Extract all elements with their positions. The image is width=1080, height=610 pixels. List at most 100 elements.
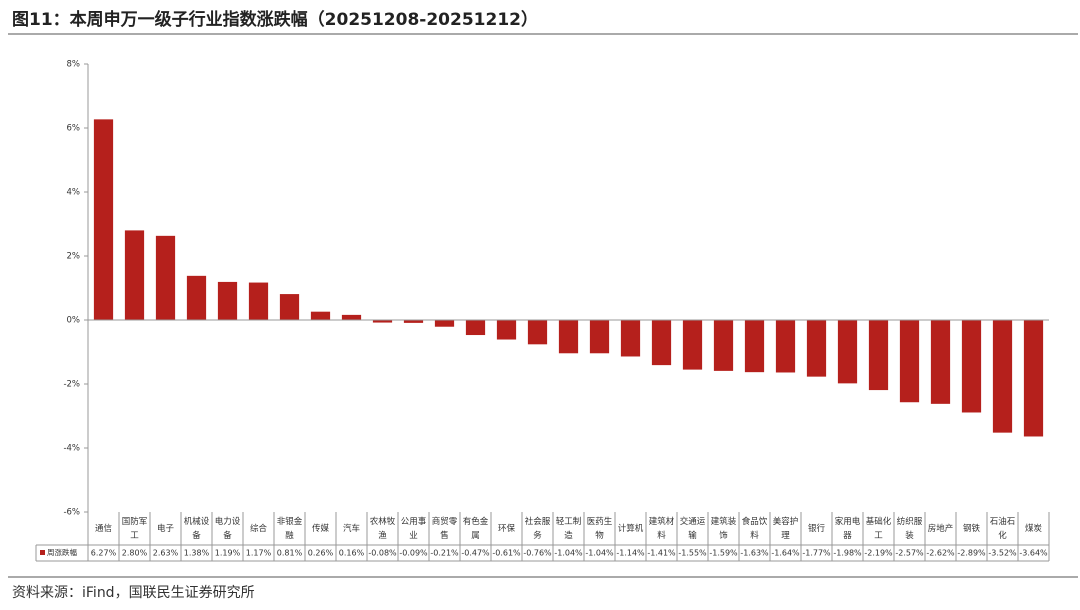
chart-title: 图11：本周申万一级子行业指数涨跌幅（20251208-20251212） [12,9,538,30]
bar [186,275,207,320]
value-label: 1.19% [215,549,241,558]
x-tick-label: 煤炭 [1025,523,1043,534]
value-label: 0.26% [308,549,334,558]
bar [217,281,238,320]
y-tick-label: 0% [67,316,81,326]
x-tick-label: 汽车 [343,523,360,534]
value-label: -2.89% [957,549,986,558]
value-label: -1.63% [740,549,769,558]
x-tick-label: 商贸零售 [432,516,458,541]
bar [248,282,269,320]
y-tick-label: -2% [63,380,80,390]
value-label: 0.16% [339,549,365,558]
bar [620,320,641,357]
value-label: -0.47% [461,549,490,558]
x-tick-label: 交通运输 [680,516,706,541]
bar [310,311,331,320]
bar [279,294,300,320]
bar [961,320,982,413]
x-tick-label: 家用电器 [835,516,861,541]
bar [682,320,703,370]
x-tick-label: 非银金融 [277,516,303,541]
value-label: 1.17% [246,549,272,558]
value-label: -0.61% [492,549,521,558]
x-tick-label: 纺织服装 [897,516,923,541]
value-label: -1.04% [585,549,614,558]
x-tick-label: 建筑材料 [649,516,675,541]
x-tick-label: 综合 [250,523,268,534]
x-tick-label: 石油石化 [990,516,1016,541]
value-label: -0.76% [523,549,552,558]
value-label: 2.80% [122,549,148,558]
y-tick-label: 8% [67,60,81,70]
bar [589,320,610,354]
bar [775,320,796,373]
x-tick-label: 社会服务 [525,516,551,541]
legend-swatch [40,550,45,555]
x-tick-label: 传媒 [312,523,330,534]
source-note: 资料来源：iFind，国联民生证券研究所 [12,585,255,601]
bar [527,320,548,345]
x-tick-label: 钢铁 [963,523,981,534]
bar [930,320,951,404]
bar [496,320,517,340]
y-tick-label: 2% [67,252,81,262]
bar [1023,320,1044,437]
value-label: -1.64% [771,549,800,558]
value-label: -0.09% [399,549,428,558]
value-label: -1.55% [678,549,707,558]
value-label: -1.41% [647,549,676,558]
x-tick-label: 环保 [498,523,516,534]
x-tick-label: 轻工制造 [556,516,582,541]
legend-label: 周涨跌幅 [47,547,77,557]
value-label: -1.59% [709,549,738,558]
bar [558,320,579,354]
x-tick-label: 银行 [808,523,826,534]
bar [465,320,486,336]
x-tick-label: 医药生物 [587,516,613,541]
bar [124,230,145,320]
bar [434,320,455,327]
x-tick-label: 建筑装饰 [711,516,737,541]
x-tick-label: 电力设备 [215,516,241,541]
x-tick-label: 有色金属 [463,516,489,541]
x-tick-label: 美容护理 [773,516,799,541]
bar [372,320,393,323]
value-label: 6.27% [91,549,117,558]
bar [93,119,114,320]
x-tick-label: 机械设备 [184,516,210,541]
value-label: -2.19% [864,549,893,558]
bar [155,235,176,320]
bar [403,320,424,323]
bar [341,314,362,320]
value-label: -1.98% [833,549,862,558]
value-label: -0.21% [430,549,459,558]
value-label: 0.81% [277,549,303,558]
value-label: 2.63% [153,549,179,558]
x-tick-label: 电子 [157,523,175,534]
bar [868,320,889,391]
bar [837,320,858,384]
y-tick-label: -6% [63,508,80,518]
bar [992,320,1013,433]
value-label: -2.57% [895,549,924,558]
value-label: -0.08% [368,549,397,558]
x-tick-label: 农林牧渔 [370,516,396,541]
x-tick-label: 基础化工 [866,516,892,541]
x-tick-label: 房地产 [928,523,954,534]
value-label: -1.14% [616,549,645,558]
value-label: -2.62% [926,549,955,558]
bar [651,320,672,366]
value-label: -3.52% [988,549,1017,558]
x-tick-label: 计算机 [618,523,644,534]
bar [899,320,920,403]
bar [744,320,765,373]
value-label: -3.64% [1019,549,1048,558]
value-label: -1.04% [554,549,583,558]
x-tick-label: 食品饮料 [742,516,768,541]
x-tick-label: 国防军工 [122,516,148,541]
value-label: -1.77% [802,549,831,558]
bar [806,320,827,377]
x-tick-label: 通信 [95,523,113,534]
bar [713,320,734,371]
